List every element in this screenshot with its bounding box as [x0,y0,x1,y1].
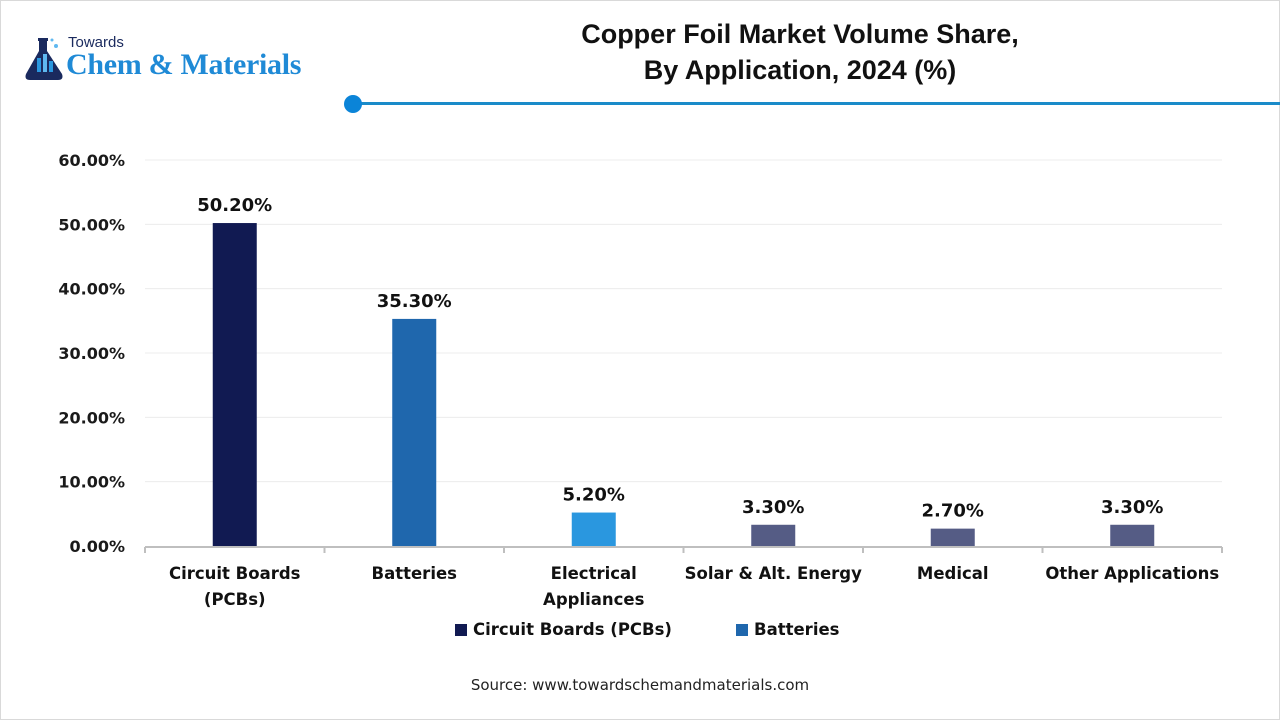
legend-label-pcbs: Circuit Boards (PCBs) [473,620,672,639]
bar [571,512,616,546]
data-label: 3.30% [1101,497,1163,518]
y-tick-label: 60.00% [58,151,125,170]
data-label: 3.30% [742,497,804,518]
x-tick-label: Batteries [372,564,458,583]
x-tick-label: Other Applications [1045,564,1219,583]
y-axis: 0.00% 10.00% 20.00% 30.00% 40.00% 50.00% 60.00… [58,151,125,556]
x-tick-label: Solar & Alt. Energy [685,564,863,583]
x-tick-label: Medical [917,564,989,583]
accent-line [352,102,1280,105]
brand-name: Chem & Materials [66,48,302,81]
source-text: Source: www.towardschemandmaterials.com [470,676,810,694]
legend-item-pcbs: Circuit Boards (PCBs) [455,620,672,639]
title-line-2: By Application, 2024 (%) [643,55,957,85]
title-line-1: Copper Foil Market Volume Share, [581,19,1019,49]
data-labels: 50.20% 35.30% 5.20% 3.30% 2.70% 3.30% [197,195,1163,522]
data-label: 35.30% [377,291,452,312]
legend-label-batteries: Batteries [754,620,840,639]
bar [1110,524,1155,546]
legend: Circuit Boards (PCBs) Batteries [0,620,1280,642]
data-label: 5.20% [563,485,625,506]
y-tick-label: 20.00% [58,408,125,427]
legend-item-batteries: Batteries [736,620,839,639]
y-tick-label: 10.00% [58,473,125,492]
brand-towards: Towards [68,34,124,51]
brand-logo: Towards Chem & Materials [22,34,342,86]
x-axis: Circuit Boards (PCBs) Batteries Electrical A… [144,546,1223,609]
bar [930,528,975,546]
gridlines [145,159,1222,483]
chart-title: Copper Foil Market Volume Share, By Appl… [440,16,1160,88]
y-tick-label: 50.00% [58,215,125,234]
legend-swatch-batteries [736,623,748,636]
legend-swatch-pcbs [455,623,467,636]
accent-dot [344,95,362,113]
x-tick-label: (PCBs) [204,590,266,609]
data-label: 2.70% [922,501,984,522]
x-tick-label: Circuit Boards [169,564,301,583]
y-tick-label: 30.00% [58,344,125,363]
x-tick-label: Appliances [543,590,645,609]
y-tick-label: 0.00% [69,537,125,556]
bar [392,318,437,546]
bar [212,223,257,546]
x-tick-label: Electrical [551,564,637,583]
bars [212,223,1155,546]
flask-icon [25,38,63,80]
y-tick-label: 40.00% [58,280,125,299]
data-label: 50.20% [197,195,272,216]
bar [751,524,796,546]
